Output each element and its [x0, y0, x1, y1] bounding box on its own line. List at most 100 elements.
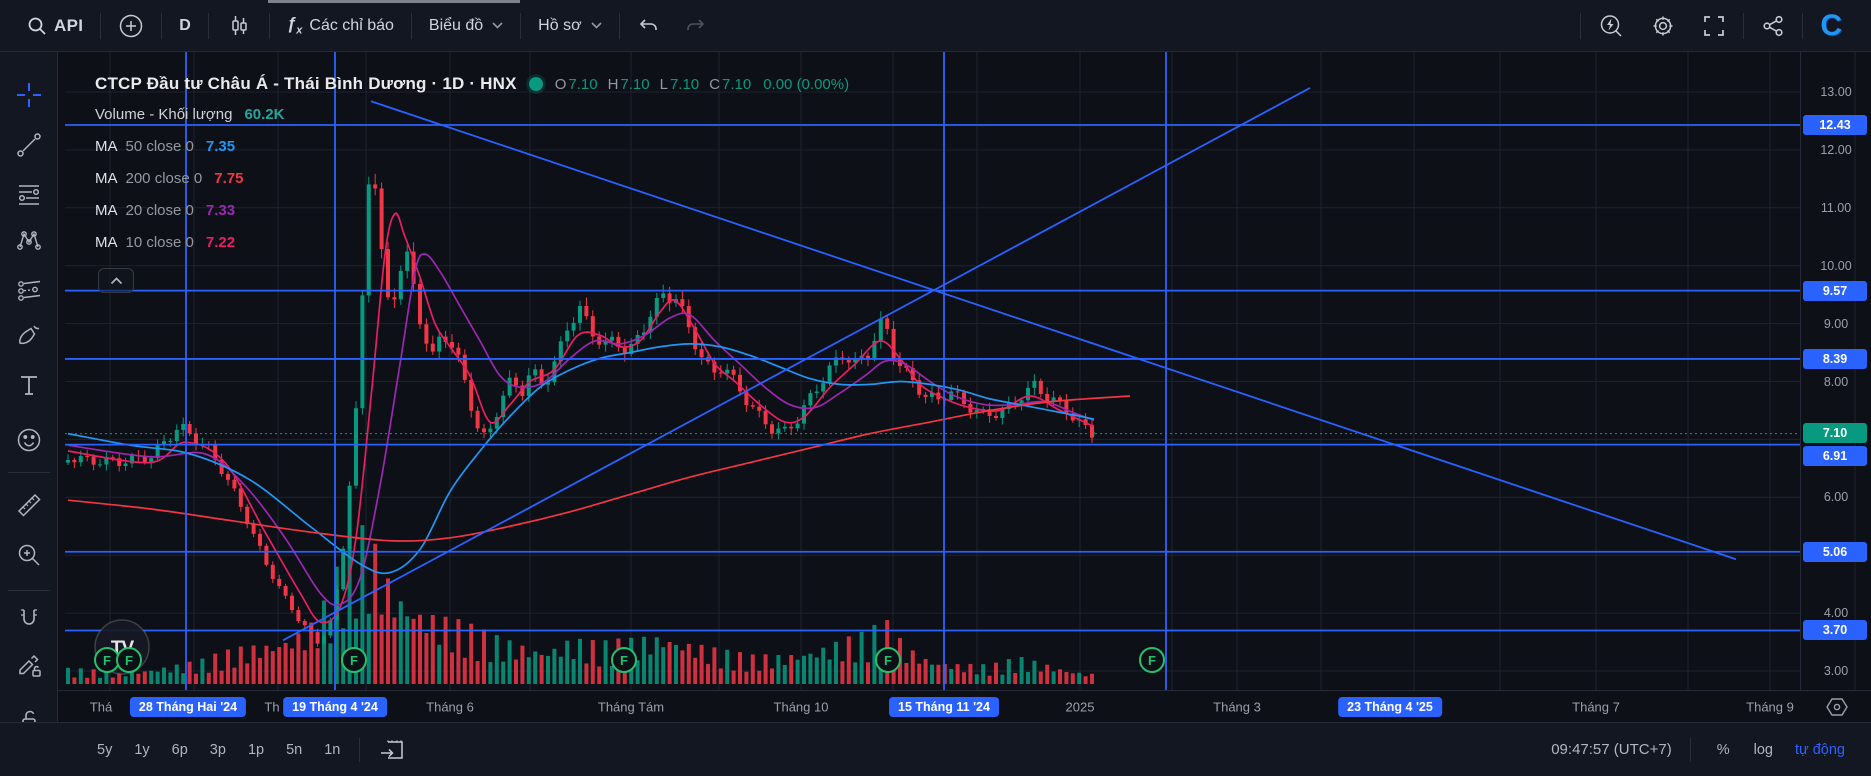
- time-tick: Tháng 9: [1746, 699, 1794, 714]
- magnet-tool-button[interactable]: [15, 606, 43, 634]
- chart-layout-menu[interactable]: Biểu đồ: [416, 8, 516, 44]
- fib-retracement-icon: [15, 181, 43, 209]
- settings-button[interactable]: [1637, 8, 1689, 44]
- trend-line-tool-button[interactable]: [15, 131, 43, 159]
- ohlc-item: O 7.10: [554, 75, 598, 93]
- emoji-tool-button[interactable]: [15, 426, 43, 454]
- emoji-icon: [15, 426, 43, 454]
- redo-button[interactable]: [672, 8, 720, 44]
- ohlc-item: C 7.10: [709, 75, 752, 93]
- price-tick: 4.00: [1823, 606, 1849, 621]
- ma-line-ma200[interactable]: [67, 395, 1131, 542]
- interval-button[interactable]: D: [166, 8, 204, 44]
- chevron-down-icon: [492, 22, 503, 29]
- ma-line-ma50[interactable]: [67, 343, 1095, 575]
- symbol-search-button[interactable]: API: [14, 8, 96, 44]
- text-tool-button[interactable]: [15, 371, 43, 399]
- sidebar-divider: [8, 472, 50, 473]
- share-button[interactable]: [1748, 8, 1798, 44]
- legend-ma-row-200[interactable]: MA 200 close 0 7.75: [95, 162, 849, 194]
- text-icon: [15, 371, 43, 399]
- clock-timezone[interactable]: 09:47:57 (UTC+7): [1551, 741, 1672, 758]
- zoom-in-tool-button[interactable]: [15, 541, 43, 569]
- drawing-toolbar: [0, 52, 58, 776]
- divider: [618, 12, 620, 39]
- range-button-1y[interactable]: 1y: [134, 741, 150, 758]
- broker-logo[interactable]: C: [1807, 8, 1855, 44]
- ruler-tool-button[interactable]: [15, 491, 43, 519]
- zoom-in-icon: [15, 541, 43, 569]
- range-button-5n[interactable]: 5n: [286, 741, 303, 758]
- ma-params: 50 close 0: [125, 137, 194, 155]
- legend-volume-row[interactable]: Volume - Khối lượng 60.2K: [95, 98, 849, 130]
- profile-menu[interactable]: Hồ sơ: [525, 8, 614, 44]
- range-button-1n[interactable]: 1n: [324, 741, 341, 758]
- chart-style-button[interactable]: [213, 8, 265, 44]
- goto-date-button[interactable]: [370, 733, 414, 767]
- ma-line-ma10[interactable]: [67, 212, 1095, 624]
- legend-ma-row-50[interactable]: MA 50 close 0 7.35: [95, 130, 849, 162]
- divider: [268, 12, 270, 39]
- profile-menu-label: Hồ sơ: [538, 16, 582, 34]
- divider: [207, 12, 209, 39]
- ma-params: 10 close 0: [125, 233, 194, 251]
- price-tick: 11.00: [1820, 200, 1852, 215]
- svg-text:F: F: [1148, 653, 1156, 668]
- time-tick: Tháng 6: [426, 699, 474, 714]
- event-markers-layer[interactable]: TVF F F F F F: [94, 619, 1165, 675]
- price-badge: 8.39: [1803, 349, 1867, 369]
- undo-button[interactable]: [624, 8, 672, 44]
- time-badge: 23 Tháng 4 '25: [1338, 696, 1442, 717]
- legend-ma-row-20[interactable]: MA 20 close 0 7.33: [95, 194, 849, 226]
- range-button-3p[interactable]: 3p: [209, 741, 226, 758]
- range-button-6p[interactable]: 6p: [171, 741, 188, 758]
- ma-line-ma20[interactable]: [67, 253, 1095, 607]
- price-badge: 12.43: [1803, 115, 1867, 135]
- candlestick-icon: [226, 13, 252, 39]
- legend-ma-row-10[interactable]: MA 10 close 0 7.22: [95, 226, 849, 258]
- volume-value: 60.2K: [244, 105, 285, 123]
- ma-name: MA: [95, 169, 118, 187]
- ma-params: 200 close 0: [125, 169, 203, 187]
- draw-lock-tool-button[interactable]: [15, 651, 43, 679]
- crosshair-tool-button[interactable]: [15, 81, 43, 109]
- percent-scale-button[interactable]: %: [1716, 741, 1730, 758]
- time-axis[interactable]: Thá Th Tháng 6 Tháng Tám Tháng 10 2025 Tháng 3…: [58, 690, 1871, 722]
- parallel-channel-tool-button[interactable]: [15, 276, 43, 304]
- ma-value: 7.35: [205, 137, 236, 155]
- time-axis-settings-icon[interactable]: [1825, 697, 1849, 717]
- compare-add-button[interactable]: [105, 8, 157, 44]
- divider: [1743, 12, 1745, 39]
- brush-tool-button[interactable]: [15, 321, 43, 349]
- time-tick: Tháng 7: [1572, 699, 1620, 714]
- range-button-1p[interactable]: 1p: [247, 741, 265, 758]
- fullscreen-button[interactable]: [1689, 8, 1739, 44]
- range-button-5y[interactable]: 5y: [97, 741, 113, 758]
- divider: [359, 737, 361, 762]
- auto-scale-button[interactable]: tự động: [1794, 741, 1845, 758]
- fib-retracement-tool-button[interactable]: [15, 181, 43, 209]
- brush-icon: [15, 321, 43, 349]
- volume-label: Volume - Khối lượng: [95, 105, 233, 123]
- drawings-layer[interactable]: [65, 52, 1800, 690]
- xabcd-pattern-icon: [15, 226, 43, 254]
- price-tick: 13.00: [1820, 85, 1852, 99]
- legend-collapse-button[interactable]: [98, 268, 134, 293]
- xabcd-pattern-tool-button[interactable]: [15, 226, 43, 254]
- market-status-dot[interactable]: [528, 77, 543, 91]
- symbol-name: API: [54, 15, 84, 35]
- time-badge: 19 Tháng 4 '24: [283, 696, 387, 717]
- ruler-icon: [15, 491, 43, 519]
- indicators-button[interactable]: ƒx Các chỉ báo: [274, 8, 407, 44]
- ohlc-item: L 7.10: [659, 75, 700, 93]
- price-axis[interactable]: 13.00 12.00 11.00 10.00 9.00 8.00 6.00 4.00 3.00…: [1800, 52, 1871, 690]
- fullscreen-icon: [1702, 14, 1726, 38]
- log-scale-button[interactable]: log: [1753, 741, 1773, 758]
- time-tick: Tháng 10: [773, 699, 829, 714]
- quick-scan-button[interactable]: [1585, 8, 1637, 44]
- chart-title[interactable]: CTCP Đầu tư Châu Á - Thái Bình Dương · 1…: [95, 74, 517, 93]
- time-badge: 28 Tháng Hai '24: [129, 696, 247, 717]
- time-tick: Thá: [89, 699, 113, 714]
- fx-icon: ƒx: [286, 14, 303, 37]
